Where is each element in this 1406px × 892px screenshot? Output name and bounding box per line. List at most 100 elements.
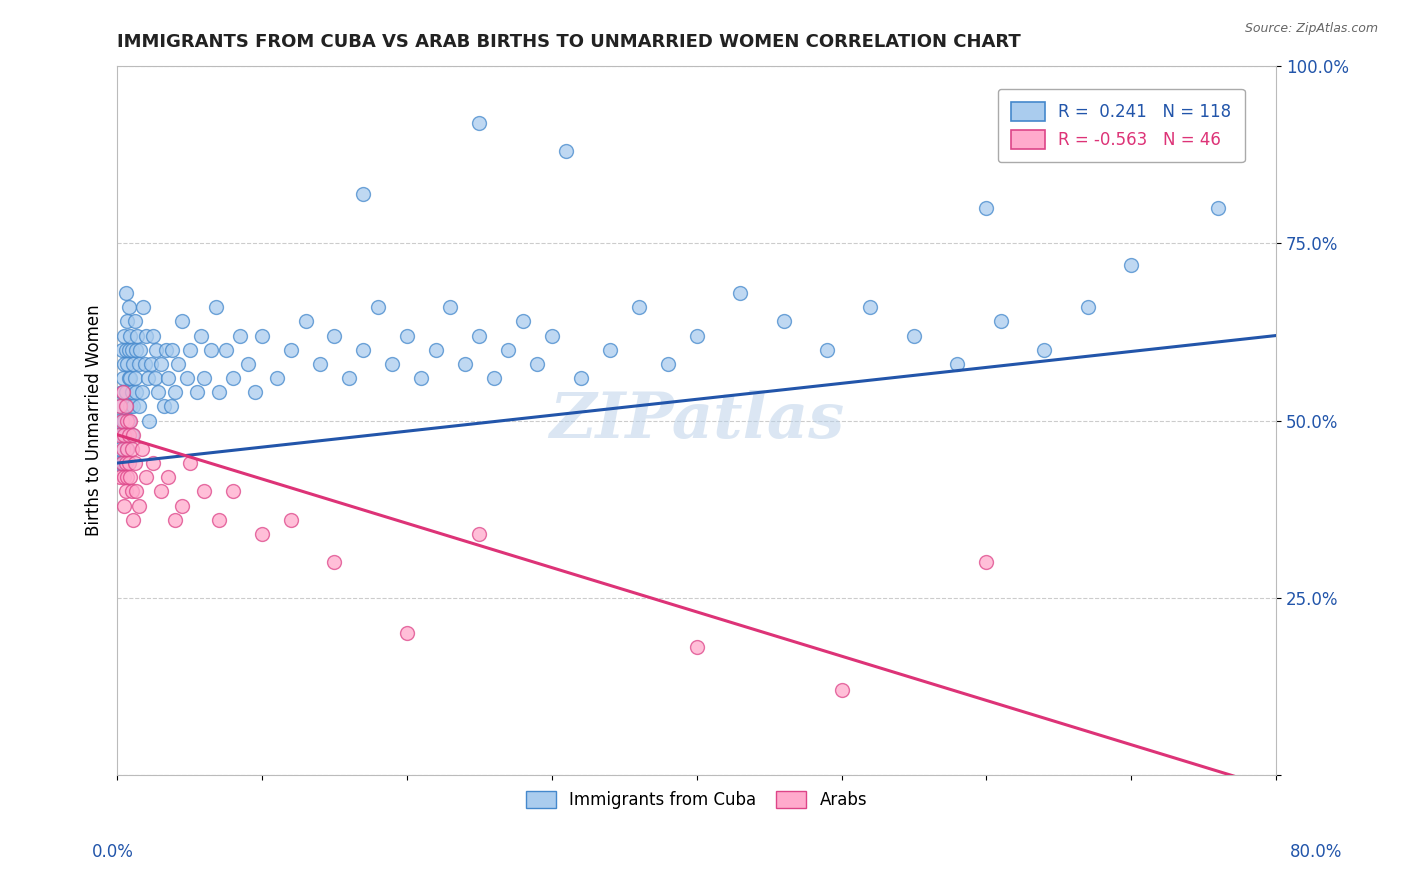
Point	[165, 513, 187, 527]
Point	[207, 513, 229, 527]
Point	[111, 371, 134, 385]
Point	[143, 371, 166, 385]
Point	[381, 357, 404, 371]
Point	[155, 343, 177, 357]
Point	[367, 300, 389, 314]
Point	[120, 371, 142, 385]
Point	[772, 314, 794, 328]
Point	[110, 413, 132, 427]
Point	[135, 470, 157, 484]
Point	[204, 300, 226, 314]
Point	[337, 371, 360, 385]
Point	[498, 343, 520, 357]
Point	[236, 357, 259, 371]
Point	[179, 456, 201, 470]
Point	[142, 456, 165, 470]
Point	[946, 357, 969, 371]
Point	[128, 499, 150, 513]
Point	[903, 328, 925, 343]
Point	[118, 343, 141, 357]
Point	[468, 527, 491, 541]
Point	[569, 371, 592, 385]
Point	[323, 328, 346, 343]
Text: 0.0%: 0.0%	[91, 843, 134, 861]
Point	[395, 328, 418, 343]
Point	[134, 357, 156, 371]
Point	[128, 400, 150, 414]
Point	[555, 145, 578, 159]
Point	[167, 357, 190, 371]
Point	[439, 300, 461, 314]
Point	[976, 201, 998, 215]
Point	[139, 357, 162, 371]
Point	[142, 328, 165, 343]
Point	[114, 427, 136, 442]
Point	[115, 484, 138, 499]
Point	[122, 513, 145, 527]
Point	[728, 285, 751, 300]
Point	[172, 314, 194, 328]
Point	[118, 371, 141, 385]
Point	[118, 456, 141, 470]
Point	[859, 300, 882, 314]
Text: Source: ZipAtlas.com: Source: ZipAtlas.com	[1244, 22, 1378, 36]
Point	[138, 413, 160, 427]
Point	[243, 385, 266, 400]
Point	[124, 371, 146, 385]
Point	[115, 385, 138, 400]
Point	[114, 413, 136, 427]
Point	[124, 456, 146, 470]
Text: IMMIGRANTS FROM CUBA VS ARAB BIRTHS TO UNMARRIED WOMEN CORRELATION CHART: IMMIGRANTS FROM CUBA VS ARAB BIRTHS TO U…	[117, 33, 1021, 51]
Point	[117, 314, 139, 328]
Point	[162, 343, 184, 357]
Point	[280, 513, 302, 527]
Point	[540, 328, 562, 343]
Point	[1206, 201, 1229, 215]
Point	[129, 343, 152, 357]
Point	[353, 343, 375, 357]
Point	[115, 456, 138, 470]
Point	[685, 640, 707, 655]
Point	[118, 413, 141, 427]
Point	[200, 343, 222, 357]
Point	[120, 400, 142, 414]
Point	[193, 371, 215, 385]
Point	[110, 343, 132, 357]
Point	[111, 456, 134, 470]
Point	[117, 442, 139, 456]
Point	[111, 413, 134, 427]
Point	[831, 682, 853, 697]
Point	[122, 357, 145, 371]
Point	[117, 470, 139, 484]
Point	[125, 385, 148, 400]
Point	[121, 427, 143, 442]
Point	[815, 343, 838, 357]
Point	[323, 555, 346, 569]
Point	[176, 371, 198, 385]
Point	[990, 314, 1012, 328]
Point	[309, 357, 332, 371]
Point	[108, 442, 131, 456]
Point	[627, 300, 650, 314]
Point	[156, 470, 179, 484]
Point	[229, 328, 252, 343]
Point	[118, 300, 141, 314]
Point	[107, 427, 129, 442]
Point	[122, 400, 145, 414]
Point	[115, 343, 138, 357]
Point	[411, 371, 433, 385]
Point	[186, 385, 208, 400]
Point	[115, 427, 138, 442]
Point	[149, 484, 172, 499]
Point	[657, 357, 679, 371]
Point	[222, 484, 245, 499]
Point	[512, 314, 534, 328]
Point	[107, 456, 129, 470]
Point	[250, 527, 273, 541]
Point	[114, 357, 136, 371]
Point	[149, 357, 172, 371]
Point	[121, 343, 143, 357]
Point	[145, 343, 167, 357]
Point	[280, 343, 302, 357]
Point	[107, 413, 129, 427]
